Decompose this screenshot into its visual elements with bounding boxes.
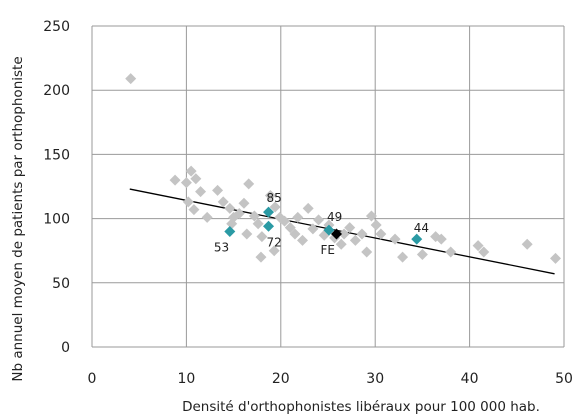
- x-tick-label: 50: [555, 371, 573, 387]
- data-point: [370, 219, 382, 231]
- point-label: 53: [214, 240, 229, 254]
- data-point: [289, 228, 301, 240]
- data-point: [445, 246, 457, 258]
- y-tick-label: 150: [43, 147, 70, 163]
- data-point: [125, 73, 137, 85]
- grid-layer: [91, 25, 565, 348]
- highlighted-point: [263, 220, 275, 232]
- fe-layer: FE: [320, 228, 342, 257]
- data-point: [224, 202, 236, 214]
- x-tick-label: 30: [366, 371, 384, 387]
- data-point: [269, 201, 281, 213]
- y-tick-label: 200: [43, 83, 70, 99]
- data-point: [268, 245, 280, 257]
- data-point: [252, 218, 264, 230]
- data-point: [217, 196, 229, 208]
- data-point: [169, 174, 181, 186]
- data-point: [180, 177, 192, 189]
- data-point: [389, 233, 401, 245]
- x-tick-label: 20: [272, 371, 290, 387]
- fe-point: [330, 228, 342, 240]
- y-tick-label: 250: [43, 19, 70, 35]
- highlight-layer: 85 72 53 49 44: [214, 191, 429, 254]
- point-label: 44: [414, 221, 429, 235]
- data-point: [243, 178, 255, 190]
- data-point: [190, 173, 202, 185]
- data-point: [521, 238, 533, 250]
- data-point: [256, 231, 268, 243]
- y-tick-label: 50: [52, 276, 70, 292]
- data-point: [201, 211, 213, 223]
- data-point: [195, 186, 207, 198]
- data-point: [302, 202, 314, 214]
- data-point: [297, 234, 309, 246]
- x-axis-title: Densité d'orthophonistes libéraux pour 1…: [182, 399, 540, 415]
- point-label: 72: [267, 235, 282, 249]
- x-tick-label: 0: [88, 371, 97, 387]
- data-point: [478, 246, 490, 258]
- x-tick-label: 40: [461, 371, 479, 387]
- y-tick-label: 100: [43, 212, 70, 228]
- data-point: [397, 251, 409, 263]
- data-point: [356, 228, 368, 240]
- data-point: [344, 222, 356, 234]
- data-point: [292, 211, 304, 223]
- data-point: [472, 240, 484, 252]
- highlighted-point: [224, 225, 236, 237]
- data-point: [185, 165, 197, 177]
- data-point: [550, 252, 562, 264]
- data-point: [241, 228, 253, 240]
- data-point: [307, 223, 319, 235]
- data-point: [188, 204, 200, 216]
- fe-label: FE: [320, 243, 334, 257]
- x-tick-labels: 0 10 20 30 40 50: [88, 371, 573, 387]
- highlighted-point: [411, 233, 423, 245]
- data-point: [361, 246, 373, 258]
- data-point: [349, 234, 361, 246]
- data-point: [435, 233, 447, 245]
- data-point: [313, 214, 325, 226]
- highlighted-point: [323, 224, 335, 236]
- data-point: [338, 228, 350, 240]
- data-point: [233, 207, 245, 219]
- point-label: 85: [267, 191, 282, 205]
- data-point: [335, 238, 347, 250]
- x-tick-label: 10: [177, 371, 195, 387]
- y-tick-label: 0: [61, 340, 70, 356]
- highlighted-point: [263, 206, 275, 218]
- points-layer: [125, 73, 562, 264]
- y-tick-labels: 0 50 100 150 200 250: [43, 19, 70, 356]
- data-point: [255, 251, 267, 263]
- data-point: [375, 228, 387, 240]
- data-point: [182, 196, 194, 208]
- data-point: [284, 222, 296, 234]
- y-axis-title: Nb annuel moyen de patients par orthopho…: [10, 56, 26, 381]
- data-point: [416, 249, 428, 261]
- data-point: [279, 215, 291, 227]
- data-point: [248, 210, 260, 222]
- data-point: [238, 197, 250, 209]
- data-point: [212, 184, 224, 196]
- data-point: [226, 218, 238, 230]
- data-point: [264, 189, 276, 201]
- point-label: 49: [327, 210, 342, 224]
- data-point: [365, 210, 377, 222]
